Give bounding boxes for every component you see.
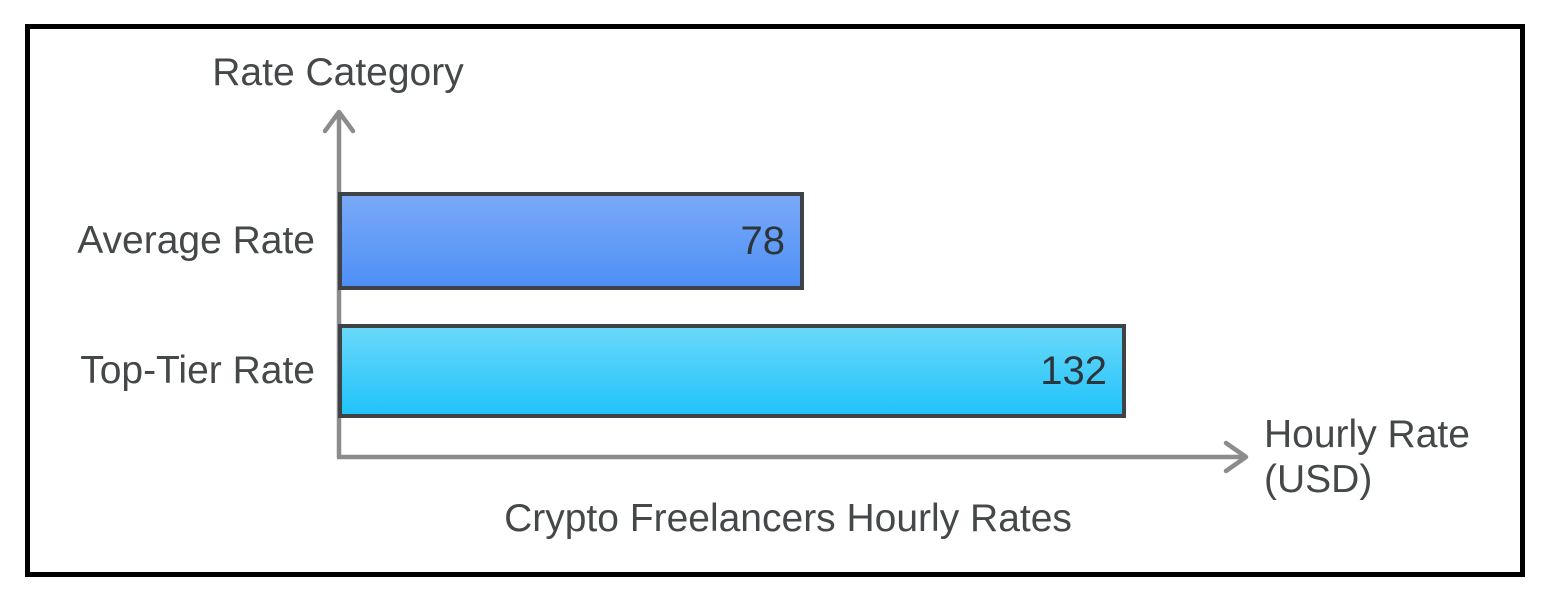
bar-average-rate: 78 (338, 192, 804, 290)
chart-title: Crypto Freelancers Hourly Rates (504, 497, 1072, 540)
bar-top-tier-rate: 132 (338, 324, 1126, 418)
y-axis-title: Rate Category (212, 51, 464, 94)
bar-value-average-rate: 78 (740, 218, 786, 263)
x-axis-title: Hourly Rate (USD) (1264, 413, 1470, 501)
category-label-top-tier-rate: Top-Tier Rate (80, 349, 315, 392)
category-label-average-rate: Average Rate (77, 219, 315, 262)
bar-value-top-tier-rate: 132 (1040, 348, 1107, 393)
chart-frame-border (25, 24, 1525, 577)
